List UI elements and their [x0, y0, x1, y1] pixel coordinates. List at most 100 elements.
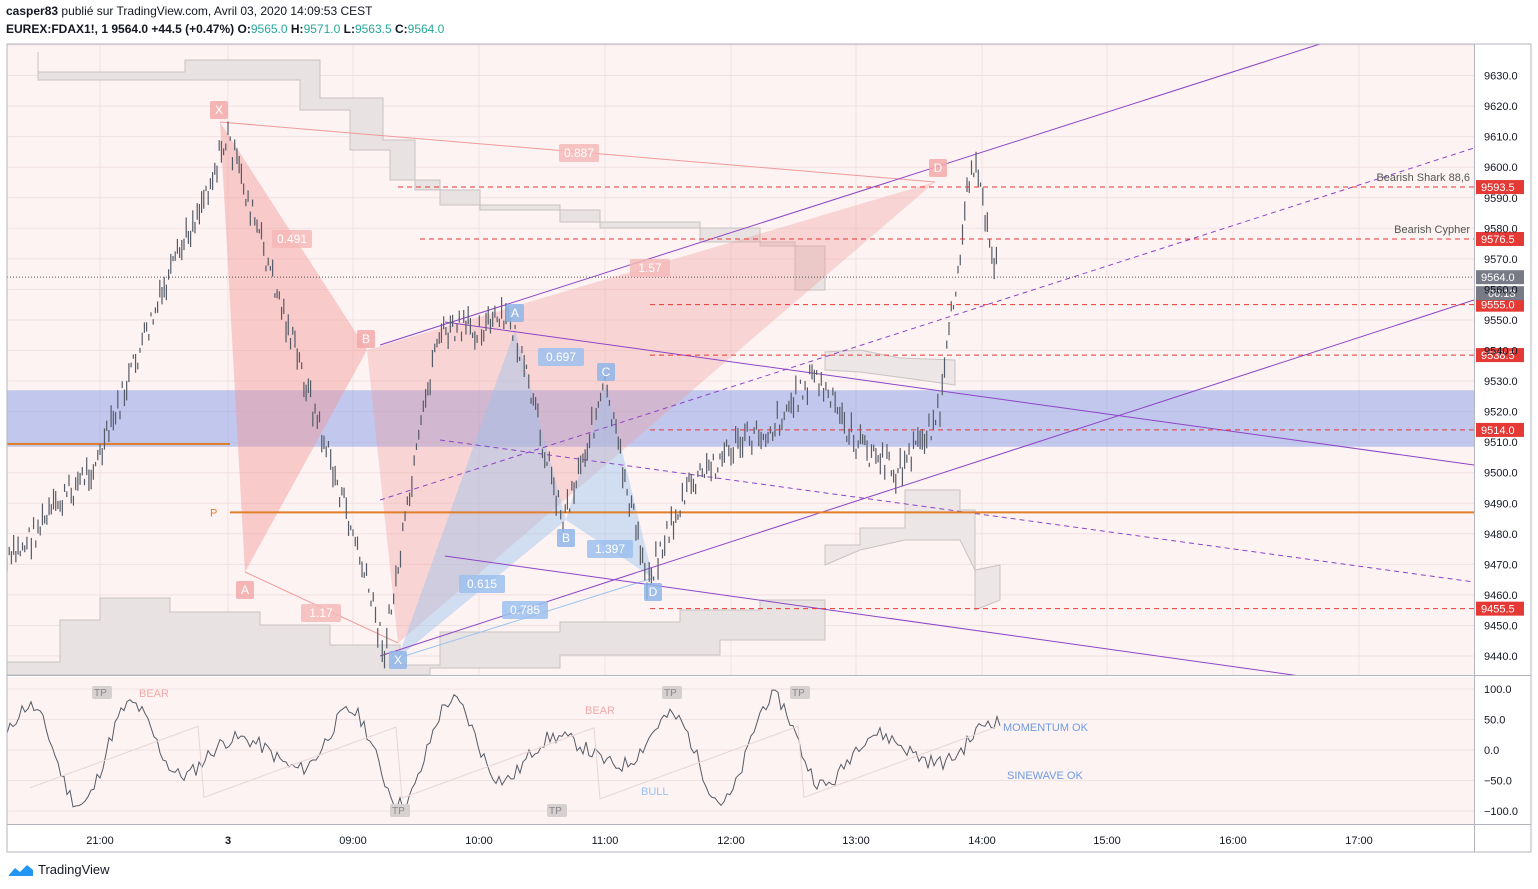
price-tick-label: 9520.0	[1484, 407, 1518, 419]
bear-point-label-bg[interactable]	[929, 159, 947, 177]
bull-ratio-label-bg[interactable]	[459, 575, 505, 593]
price-level-badge	[1476, 601, 1524, 616]
price-level-badge	[1476, 348, 1524, 363]
price-level-label: 9455.5	[1481, 604, 1515, 616]
bull-ratio-label-bg[interactable]	[538, 348, 584, 366]
price-tick-label: 9540.0	[1484, 346, 1518, 358]
countdown-badge	[1476, 286, 1524, 301]
time-tick-label: 17:00	[1345, 835, 1373, 847]
bull-point-label: A	[511, 306, 519, 320]
channel-line[interactable]	[444, 321, 1474, 466]
footer: TradingView	[8, 862, 110, 877]
pattern-name: Bearish Cypher	[1394, 224, 1470, 236]
close-value: 9564.0	[407, 22, 445, 36]
osc-label: TP	[792, 688, 805, 699]
channel-mid-line[interactable]	[379, 147, 1474, 501]
bull-point-label-bg[interactable]	[644, 583, 662, 601]
price-tick-label: 9510.0	[1484, 437, 1518, 449]
low-value: 9563.5	[354, 22, 392, 36]
price-tick-label: 9490.0	[1484, 498, 1518, 510]
channel-line[interactable]	[379, 299, 1474, 657]
bull-point-label: C	[602, 365, 611, 379]
osc-tick-label: 100.0	[1484, 684, 1512, 696]
time-tick-label: 21:00	[86, 835, 114, 847]
time-tick-label: 13:00	[842, 835, 870, 847]
bull-pattern-xab[interactable]	[398, 330, 566, 658]
time-tick-label: 11:00	[592, 835, 619, 847]
osc-tick-label: −100.0	[1484, 806, 1518, 818]
bear-ratio-label: 0.887	[564, 146, 594, 160]
tradingview-logo-icon[interactable]	[8, 863, 34, 877]
price-level-badge	[1476, 422, 1524, 437]
bull-point-label: X	[394, 653, 402, 667]
author-name[interactable]: casper83	[6, 4, 59, 18]
price-tick-label: 9480.0	[1484, 529, 1518, 541]
publish-line: casper83 publié sur TradingView.com, Avr…	[6, 4, 372, 18]
close-label: C:	[394, 22, 408, 36]
open-label: O:	[237, 22, 251, 36]
bear-point-label-bg[interactable]	[236, 581, 254, 599]
price-level-label: 9514.0	[1481, 425, 1515, 437]
bear-pattern-xab[interactable]	[220, 122, 367, 572]
bear-ratio-label-bg[interactable]	[301, 604, 341, 622]
osc-tick-label: 0.0	[1484, 745, 1499, 757]
lower-band	[7, 597, 826, 675]
price-tick-label: 9600.0	[1484, 162, 1518, 174]
osc-label: BEAR	[585, 705, 615, 717]
bull-ratio-label: 0.785	[510, 603, 540, 617]
osc-label: BEAR	[139, 688, 169, 700]
pattern-name: Bearish Shark 88,6	[1376, 172, 1470, 184]
price-tick-label: 9620.0	[1484, 101, 1518, 113]
high-value: 9571.0	[303, 22, 341, 36]
bear-ratio-label-bg[interactable]	[559, 144, 599, 162]
bear-point-label-bg[interactable]	[210, 101, 228, 119]
open-value: 9565.0	[250, 22, 288, 36]
symbol-line: EUREX:FDAX1!, 1 9564.0 +44.5 (+0.47%) O:…	[6, 22, 444, 36]
bear-point-label: A	[241, 583, 249, 597]
osc-label: TP	[549, 806, 562, 817]
bull-ratio-label-bg[interactable]	[502, 601, 548, 619]
price-level-label: 9593.5	[1481, 182, 1515, 194]
time-tick-label: 09:00	[339, 835, 367, 847]
high-label: H:	[290, 22, 304, 36]
price-level-label: 9538.5	[1481, 350, 1515, 362]
last-price: 9564.0	[111, 22, 149, 36]
price-tick-label: 9470.0	[1484, 559, 1518, 571]
bull-point-label-bg[interactable]	[389, 651, 407, 669]
bear-point-label-bg[interactable]	[357, 330, 375, 348]
upper-band	[37, 52, 826, 291]
low-label: L:	[343, 22, 355, 36]
bull-ratio-label: 1.397	[595, 542, 625, 556]
price-tick-label: 9590.0	[1484, 193, 1518, 205]
price-level-badge	[1476, 231, 1524, 246]
bear-ratio-label-bg[interactable]	[630, 259, 670, 277]
osc-tick-label: −50.0	[1484, 776, 1512, 788]
bull-ratio-label-bg[interactable]	[587, 540, 633, 558]
oscillator-line[interactable]	[7, 689, 1001, 810]
right-band	[824, 489, 1001, 611]
channel-line[interactable]	[379, 44, 1321, 346]
symbol-name[interactable]: EUREX:FDAX1!, 1	[6, 22, 109, 36]
bull-point-label: B	[562, 531, 570, 545]
channel-line[interactable]	[444, 555, 1300, 676]
bear-ratio-label: 1.57	[638, 261, 662, 275]
bear-ratio-label-bg[interactable]	[272, 230, 312, 248]
time-tick-label: 10:00	[465, 835, 493, 847]
bull-ratio-label: 0.615	[467, 577, 497, 591]
bull-point-label-bg[interactable]	[597, 363, 615, 381]
osc-tick-label: 50.0	[1484, 715, 1505, 727]
channel-mid-line[interactable]	[439, 439, 1474, 583]
price-tick-label: 9530.0	[1484, 376, 1518, 388]
main-pane[interactable]	[7, 44, 1474, 675]
bull-point-label-bg[interactable]	[557, 529, 575, 547]
osc-label: TP	[392, 806, 405, 817]
footer-brand: TradingView	[38, 862, 110, 877]
tp-badge	[92, 686, 112, 699]
price-tick-label: 9570.0	[1484, 254, 1518, 266]
bull-pattern-bcd[interactable]	[566, 385, 653, 578]
time-tick-label: 3	[225, 835, 231, 847]
bull-point-label-bg[interactable]	[506, 304, 524, 322]
bear-pattern-bcd[interactable]	[367, 182, 935, 643]
osc-label: MOMENTUM OK	[1003, 722, 1089, 734]
